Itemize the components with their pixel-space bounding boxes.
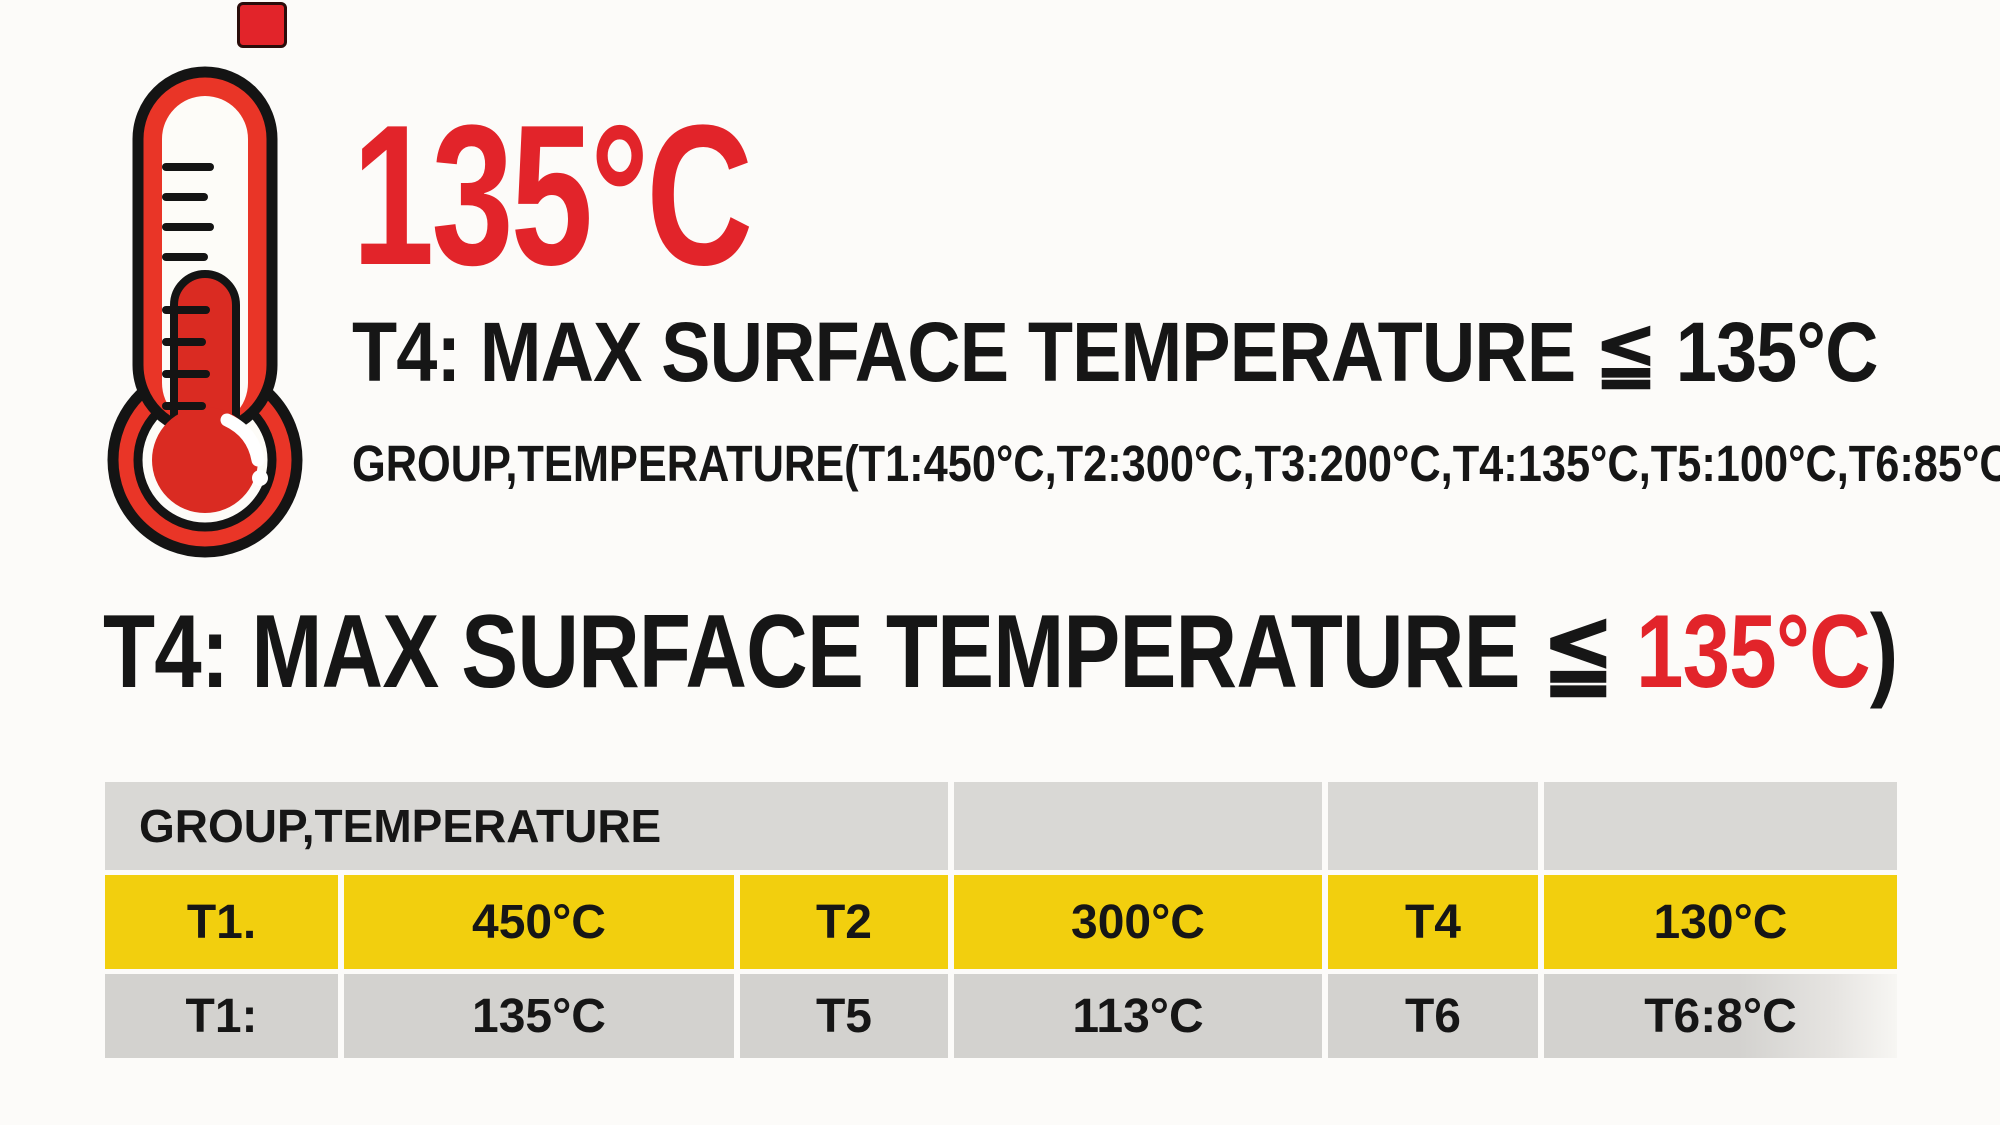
section-heading: T4: MAX SURFACE TEMPERATURE ≦ 135°C) (103, 600, 2000, 704)
hero-title-text: T4: MAX SURFACE TEMPERATURE ≦ 135°C (352, 305, 1878, 399)
section-heading-highlight: 135°C (1636, 594, 1871, 710)
table-header-cell (1544, 782, 1897, 870)
table-header-cell (954, 782, 1322, 870)
table-cell: T6 (1328, 974, 1538, 1058)
thermometer-icon (107, 66, 303, 558)
table-cell: 300°C (954, 875, 1322, 969)
table-cell: 450°C (344, 875, 734, 969)
section-heading-prefix: T4: MAX SURFACE TEMPERATURE ≦ (103, 594, 1637, 710)
big-temperature-value: 135°C (352, 96, 890, 296)
table-cell: T2 (740, 875, 948, 969)
table-cell: 130°C (1544, 875, 1897, 969)
red-corner-chip (237, 2, 287, 48)
table-header-cell: GROUP,TEMPERATURE (105, 782, 948, 870)
temperature-table: GROUP,TEMPERATURE T1. 450°C T2 300°C T4 … (105, 782, 1900, 1058)
table-cell: T1: (105, 974, 338, 1058)
hero-title: T4: MAX SURFACE TEMPERATURE ≦ 135°C (352, 310, 2000, 394)
section-heading-suffix: ) (1869, 594, 1898, 710)
table-cell: T1. (105, 875, 338, 969)
table-cell: T4 (1328, 875, 1538, 969)
hero-subtitle-text: GROUP,TEMPERATURE(T1:450°C,T2:300°C,T3:2… (352, 435, 2000, 492)
table-cell: T6:8°C (1544, 974, 1897, 1058)
table-cell: 113°C (954, 974, 1322, 1058)
table-header-cell (1328, 782, 1538, 870)
table-cell: T5 (740, 974, 948, 1058)
hero-subtitle: GROUP,TEMPERATURE(T1:450°C,T2:300°C,T3:2… (352, 438, 2000, 489)
big-temperature-text: 135°C (352, 84, 753, 307)
table-cell: 135°C (344, 974, 734, 1058)
